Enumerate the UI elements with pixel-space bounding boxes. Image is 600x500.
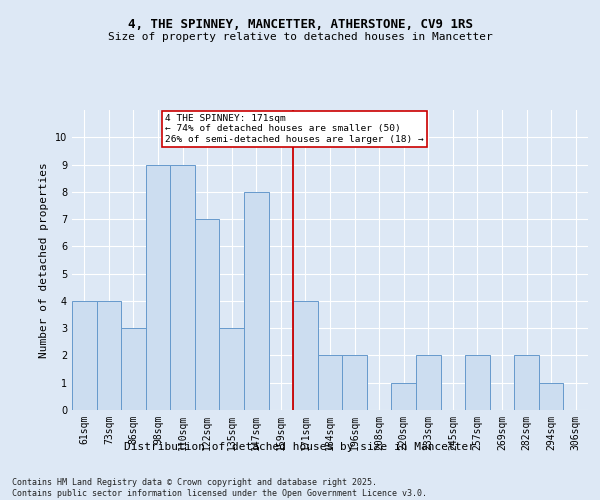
Bar: [465, 356, 490, 410]
Bar: [539, 382, 563, 410]
Bar: [121, 328, 146, 410]
Text: 4 THE SPINNEY: 171sqm
← 74% of detached houses are smaller (50)
26% of semi-deta: 4 THE SPINNEY: 171sqm ← 74% of detached …: [166, 114, 424, 144]
Bar: [342, 356, 367, 410]
Text: Size of property relative to detached houses in Mancetter: Size of property relative to detached ho…: [107, 32, 493, 42]
Bar: [318, 356, 342, 410]
Bar: [170, 164, 195, 410]
Bar: [220, 328, 244, 410]
Bar: [195, 219, 220, 410]
Bar: [146, 164, 170, 410]
Text: Distribution of detached houses by size in Mancetter: Distribution of detached houses by size …: [125, 442, 476, 452]
Bar: [514, 356, 539, 410]
Text: Contains HM Land Registry data © Crown copyright and database right 2025.
Contai: Contains HM Land Registry data © Crown c…: [12, 478, 427, 498]
Text: 4, THE SPINNEY, MANCETTER, ATHERSTONE, CV9 1RS: 4, THE SPINNEY, MANCETTER, ATHERSTONE, C…: [128, 18, 473, 30]
Bar: [416, 356, 440, 410]
Bar: [97, 301, 121, 410]
Y-axis label: Number of detached properties: Number of detached properties: [40, 162, 49, 358]
Bar: [244, 192, 269, 410]
Bar: [293, 301, 318, 410]
Bar: [391, 382, 416, 410]
Bar: [72, 301, 97, 410]
